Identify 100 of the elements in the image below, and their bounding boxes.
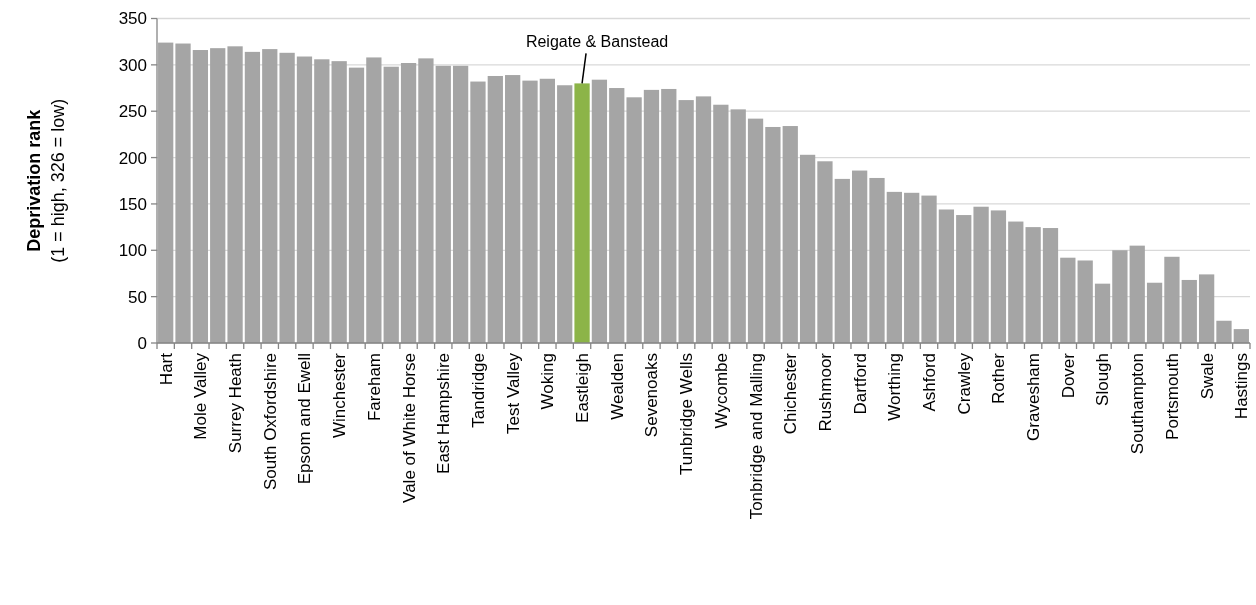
bar <box>1164 256 1180 343</box>
x-tick-label: Dartford <box>850 353 870 415</box>
x-tick-label: Surrey Heath <box>226 353 246 454</box>
x-tick-label: Tonbridge and Malling <box>746 353 766 520</box>
x-tick-label: Eastleigh <box>573 353 593 423</box>
bar <box>799 154 816 343</box>
bar <box>904 192 920 343</box>
y-axis-title: Deprivation rank (1 = high, 326 = low) <box>24 98 68 263</box>
bar <box>210 48 226 343</box>
bar <box>1181 279 1197 343</box>
bar <box>470 81 486 343</box>
x-tick-label: Worthing <box>885 353 905 421</box>
bar <box>262 49 278 343</box>
y-tick-label: 200 <box>118 148 147 168</box>
y-tick-label: 0 <box>137 333 147 353</box>
bar <box>1077 260 1093 343</box>
bar <box>609 88 625 343</box>
bar <box>505 75 521 343</box>
x-tick-label: South Oxfordshire <box>260 353 280 491</box>
x-tick-label: Wycombe <box>711 353 731 429</box>
bar <box>279 52 295 343</box>
bar <box>383 66 399 343</box>
x-tick-label: Slough <box>1093 353 1113 406</box>
bar <box>973 206 989 343</box>
x-tick-label: East Hampshire <box>434 353 454 474</box>
x-tick-label: Wealden <box>607 353 627 420</box>
x-tick-label: Crawley <box>954 352 974 415</box>
bar <box>1008 221 1024 343</box>
x-tick-label: Tandridge <box>468 353 488 428</box>
x-tick-label: Swale <box>1197 353 1217 400</box>
bar <box>765 126 781 343</box>
bar <box>678 100 694 343</box>
x-tick-label: Winchester <box>330 352 350 439</box>
bar <box>158 42 174 343</box>
bar <box>1129 245 1145 343</box>
bar <box>314 59 330 343</box>
bar <box>400 63 417 343</box>
x-tick-label: Portsmouth <box>1162 353 1182 440</box>
bar <box>1042 228 1059 343</box>
bar <box>1146 282 1163 343</box>
x-tick-label: Vale of White Horse <box>399 353 419 503</box>
bar <box>713 104 729 343</box>
bar <box>1216 320 1232 343</box>
bar <box>1112 250 1128 343</box>
bar <box>626 97 642 343</box>
bar <box>244 51 261 343</box>
bar <box>296 56 313 343</box>
bar <box>192 50 209 343</box>
x-tick-label: Rother <box>989 352 1009 405</box>
bar <box>956 215 972 343</box>
x-tick-label: Ashford <box>919 353 939 412</box>
bar <box>227 46 243 343</box>
y-tick-label: 150 <box>118 194 147 214</box>
annotation: Reigate & Banstead <box>525 33 669 51</box>
bar <box>747 118 764 343</box>
bar <box>1198 274 1215 343</box>
bar <box>643 89 660 343</box>
y-tick-label: 350 <box>118 9 147 29</box>
bar <box>591 79 608 343</box>
bar <box>557 85 573 343</box>
bar <box>661 88 677 343</box>
x-tick-label: Gravesham <box>1024 353 1044 441</box>
x-tick-label: Epsom and Ewell <box>295 353 315 485</box>
bar <box>331 61 347 343</box>
bar <box>938 209 955 343</box>
x-tick-label: Test Valley <box>503 352 523 434</box>
bar <box>418 58 434 343</box>
bar <box>730 109 746 343</box>
x-tick-label: Fareham <box>364 353 384 422</box>
x-tick-label: Hart <box>156 352 176 386</box>
x-tick-label: Rushmoor <box>815 352 835 432</box>
bar <box>487 75 503 343</box>
bar <box>539 78 555 343</box>
bar <box>990 210 1007 343</box>
x-tick-label: Hastings <box>1232 353 1252 420</box>
bar <box>886 191 902 343</box>
y-tick-label: 300 <box>118 55 147 75</box>
x-tick-label: Woking <box>538 353 558 410</box>
y-tick-label: 100 <box>118 241 147 261</box>
x-tick-label: Chichester <box>781 352 801 435</box>
x-tick-label: Southampton <box>1128 353 1148 455</box>
bar <box>852 170 868 343</box>
x-tick-label: Sevenoaks <box>642 353 662 438</box>
y-tick-label: 50 <box>128 287 147 307</box>
x-tick-label: Dover <box>1058 352 1078 399</box>
bar <box>452 65 469 343</box>
bar <box>782 126 798 343</box>
bar <box>574 83 590 343</box>
bar <box>175 43 191 343</box>
bar <box>834 178 850 343</box>
bar <box>1060 257 1076 343</box>
bar <box>1025 227 1041 343</box>
bar <box>435 65 451 343</box>
bar <box>869 177 885 343</box>
bar <box>1094 283 1111 343</box>
x-tick-label: Mole Valley <box>191 352 211 440</box>
bar <box>522 80 538 343</box>
bar <box>1233 329 1249 343</box>
y-tick-label: 250 <box>118 102 147 122</box>
bar <box>921 195 937 343</box>
